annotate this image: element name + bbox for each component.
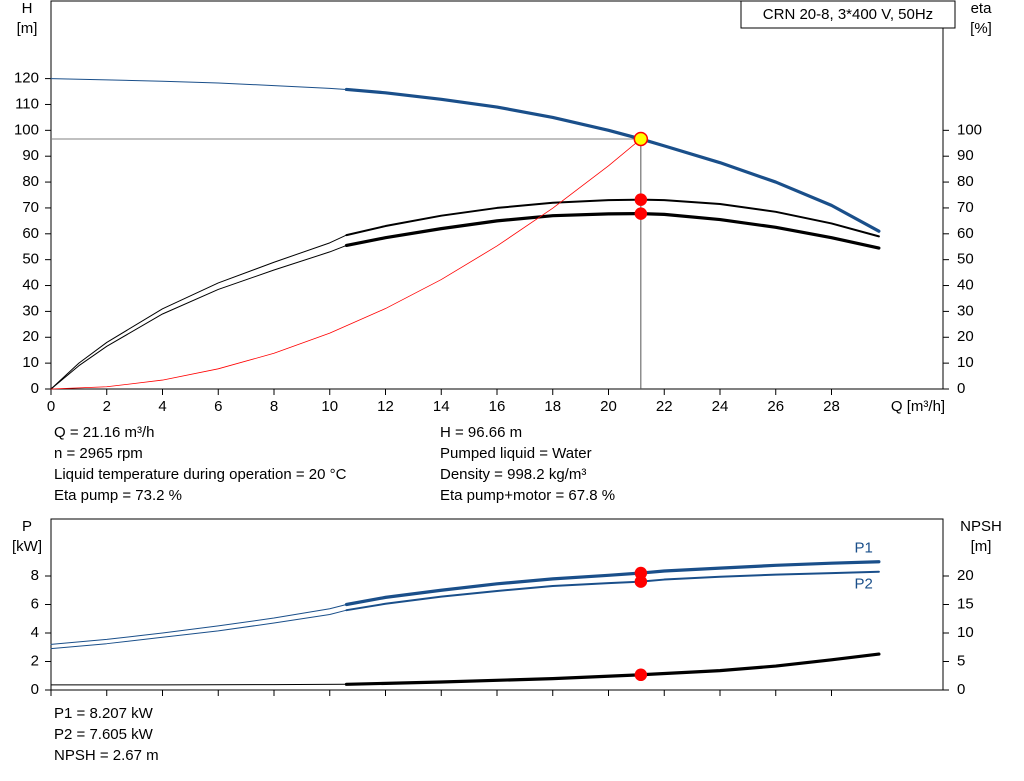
y2-tick-label: 15: [957, 595, 974, 612]
y-axis-label: P: [22, 518, 32, 535]
info-text: Q = 21.16 m³/h: [54, 424, 154, 441]
y2-tick-label: 10: [957, 624, 974, 641]
x-tick-label: 2: [103, 398, 111, 415]
y2-tick-label: 20: [957, 567, 974, 584]
y-tick-label: 80: [22, 173, 39, 190]
y-tick-label: 0: [31, 681, 39, 698]
series-line: [344, 87, 881, 233]
x-tick-label: 18: [544, 398, 561, 415]
y2-tick-label: 30: [957, 302, 974, 319]
x-tick-label: 8: [270, 398, 278, 415]
x-tick-label: 0: [47, 398, 55, 415]
y2-tick-label: 5: [957, 652, 965, 669]
x-tick-label: 28: [823, 398, 840, 415]
operating-point: [634, 575, 648, 588]
series-line: [50, 234, 347, 390]
y-axis-unit: [m]: [17, 20, 38, 37]
y2-tick-label: 10: [957, 354, 974, 371]
y-tick-label: 10: [22, 354, 39, 371]
info-text: Liquid temperature during operation = 20…: [54, 466, 347, 483]
series-line: [50, 78, 347, 90]
info-text: NPSH = 2.67 m: [54, 747, 159, 764]
x-tick-label: 16: [489, 398, 506, 415]
info-text: Pumped liquid = Water: [440, 445, 592, 462]
x-tick-label: 4: [158, 398, 166, 415]
y-tick-label: 0: [31, 380, 39, 397]
y-tick-label: 6: [31, 595, 39, 612]
y2-axis-unit: [%]: [970, 20, 992, 37]
y-tick-label: 70: [22, 199, 39, 216]
info-text: Eta pump+motor = 67.8 %: [440, 487, 615, 504]
chart-title: CRN 20-8, 3*400 V, 50Hz: [763, 6, 933, 23]
info-text: Eta pump = 73.2 %: [54, 487, 182, 504]
x-tick-label: 10: [321, 398, 338, 415]
series-line: [344, 560, 881, 607]
y-tick-label: 30: [22, 302, 39, 319]
operating-point: [634, 193, 648, 206]
series-line: [50, 244, 347, 390]
series-line: [50, 604, 347, 645]
y2-tick-label: 40: [957, 277, 974, 294]
series-line: [345, 198, 880, 238]
y2-axis-unit: [m]: [971, 538, 992, 555]
y2-tick-label: 90: [957, 147, 974, 164]
y2-tick-label: 60: [957, 225, 974, 242]
info-text: Density = 998.2 kg/m³: [440, 466, 586, 483]
series-label: P2: [855, 576, 873, 593]
y-tick-label: 50: [22, 251, 39, 268]
y2-tick-label: 0: [957, 681, 965, 698]
x-tick-label: 22: [656, 398, 673, 415]
plot-frame: [50, 518, 944, 691]
y2-tick-label: 20: [957, 328, 974, 345]
series-line: [50, 683, 347, 686]
series-line: [50, 138, 642, 390]
y2-axis-label: eta: [971, 0, 993, 17]
y-axis-label: H: [22, 0, 33, 17]
y-tick-label: 2: [31, 652, 39, 669]
x-tick-label: 14: [433, 398, 450, 415]
x-tick-label: 26: [767, 398, 784, 415]
y2-tick-label: 80: [957, 173, 974, 190]
series-line: [50, 609, 347, 650]
y-tick-label: 8: [31, 567, 39, 584]
operating-point: [634, 207, 648, 220]
y-tick-label: 100: [14, 121, 39, 138]
y2-tick-label: 70: [957, 199, 974, 216]
y-axis-unit: [kW]: [12, 538, 42, 555]
y-tick-label: 4: [31, 624, 39, 641]
y2-axis-label: NPSH: [960, 518, 1002, 535]
x-tick-label: 20: [600, 398, 617, 415]
operating-point: [633, 131, 649, 147]
x-tick-label: 6: [214, 398, 222, 415]
y-tick-label: 120: [14, 70, 39, 87]
title-box: [740, 0, 956, 29]
info-text: P1 = 8.207 kW: [54, 705, 154, 722]
y-tick-label: 60: [22, 225, 39, 242]
series-line: [345, 570, 880, 612]
x-axis-label: Q [m³/h]: [891, 398, 945, 415]
y-tick-label: 90: [22, 147, 39, 164]
y-tick-label: 40: [22, 277, 39, 294]
y2-tick-label: 0: [957, 380, 965, 397]
series-label: P1: [855, 540, 873, 557]
info-text: P2 = 7.605 kW: [54, 726, 154, 743]
x-tick-label: 24: [712, 398, 729, 415]
y-tick-label: 20: [22, 328, 39, 345]
series-line: [344, 652, 881, 686]
series-line: [344, 212, 881, 250]
y2-tick-label: 100: [957, 121, 982, 138]
x-tick-label: 12: [377, 398, 394, 415]
y2-tick-label: 50: [957, 251, 974, 268]
operating-point: [634, 668, 648, 682]
y-tick-label: 110: [15, 95, 39, 112]
info-text: H = 96.66 m: [440, 424, 522, 441]
info-text: n = 2965 rpm: [54, 445, 143, 462]
